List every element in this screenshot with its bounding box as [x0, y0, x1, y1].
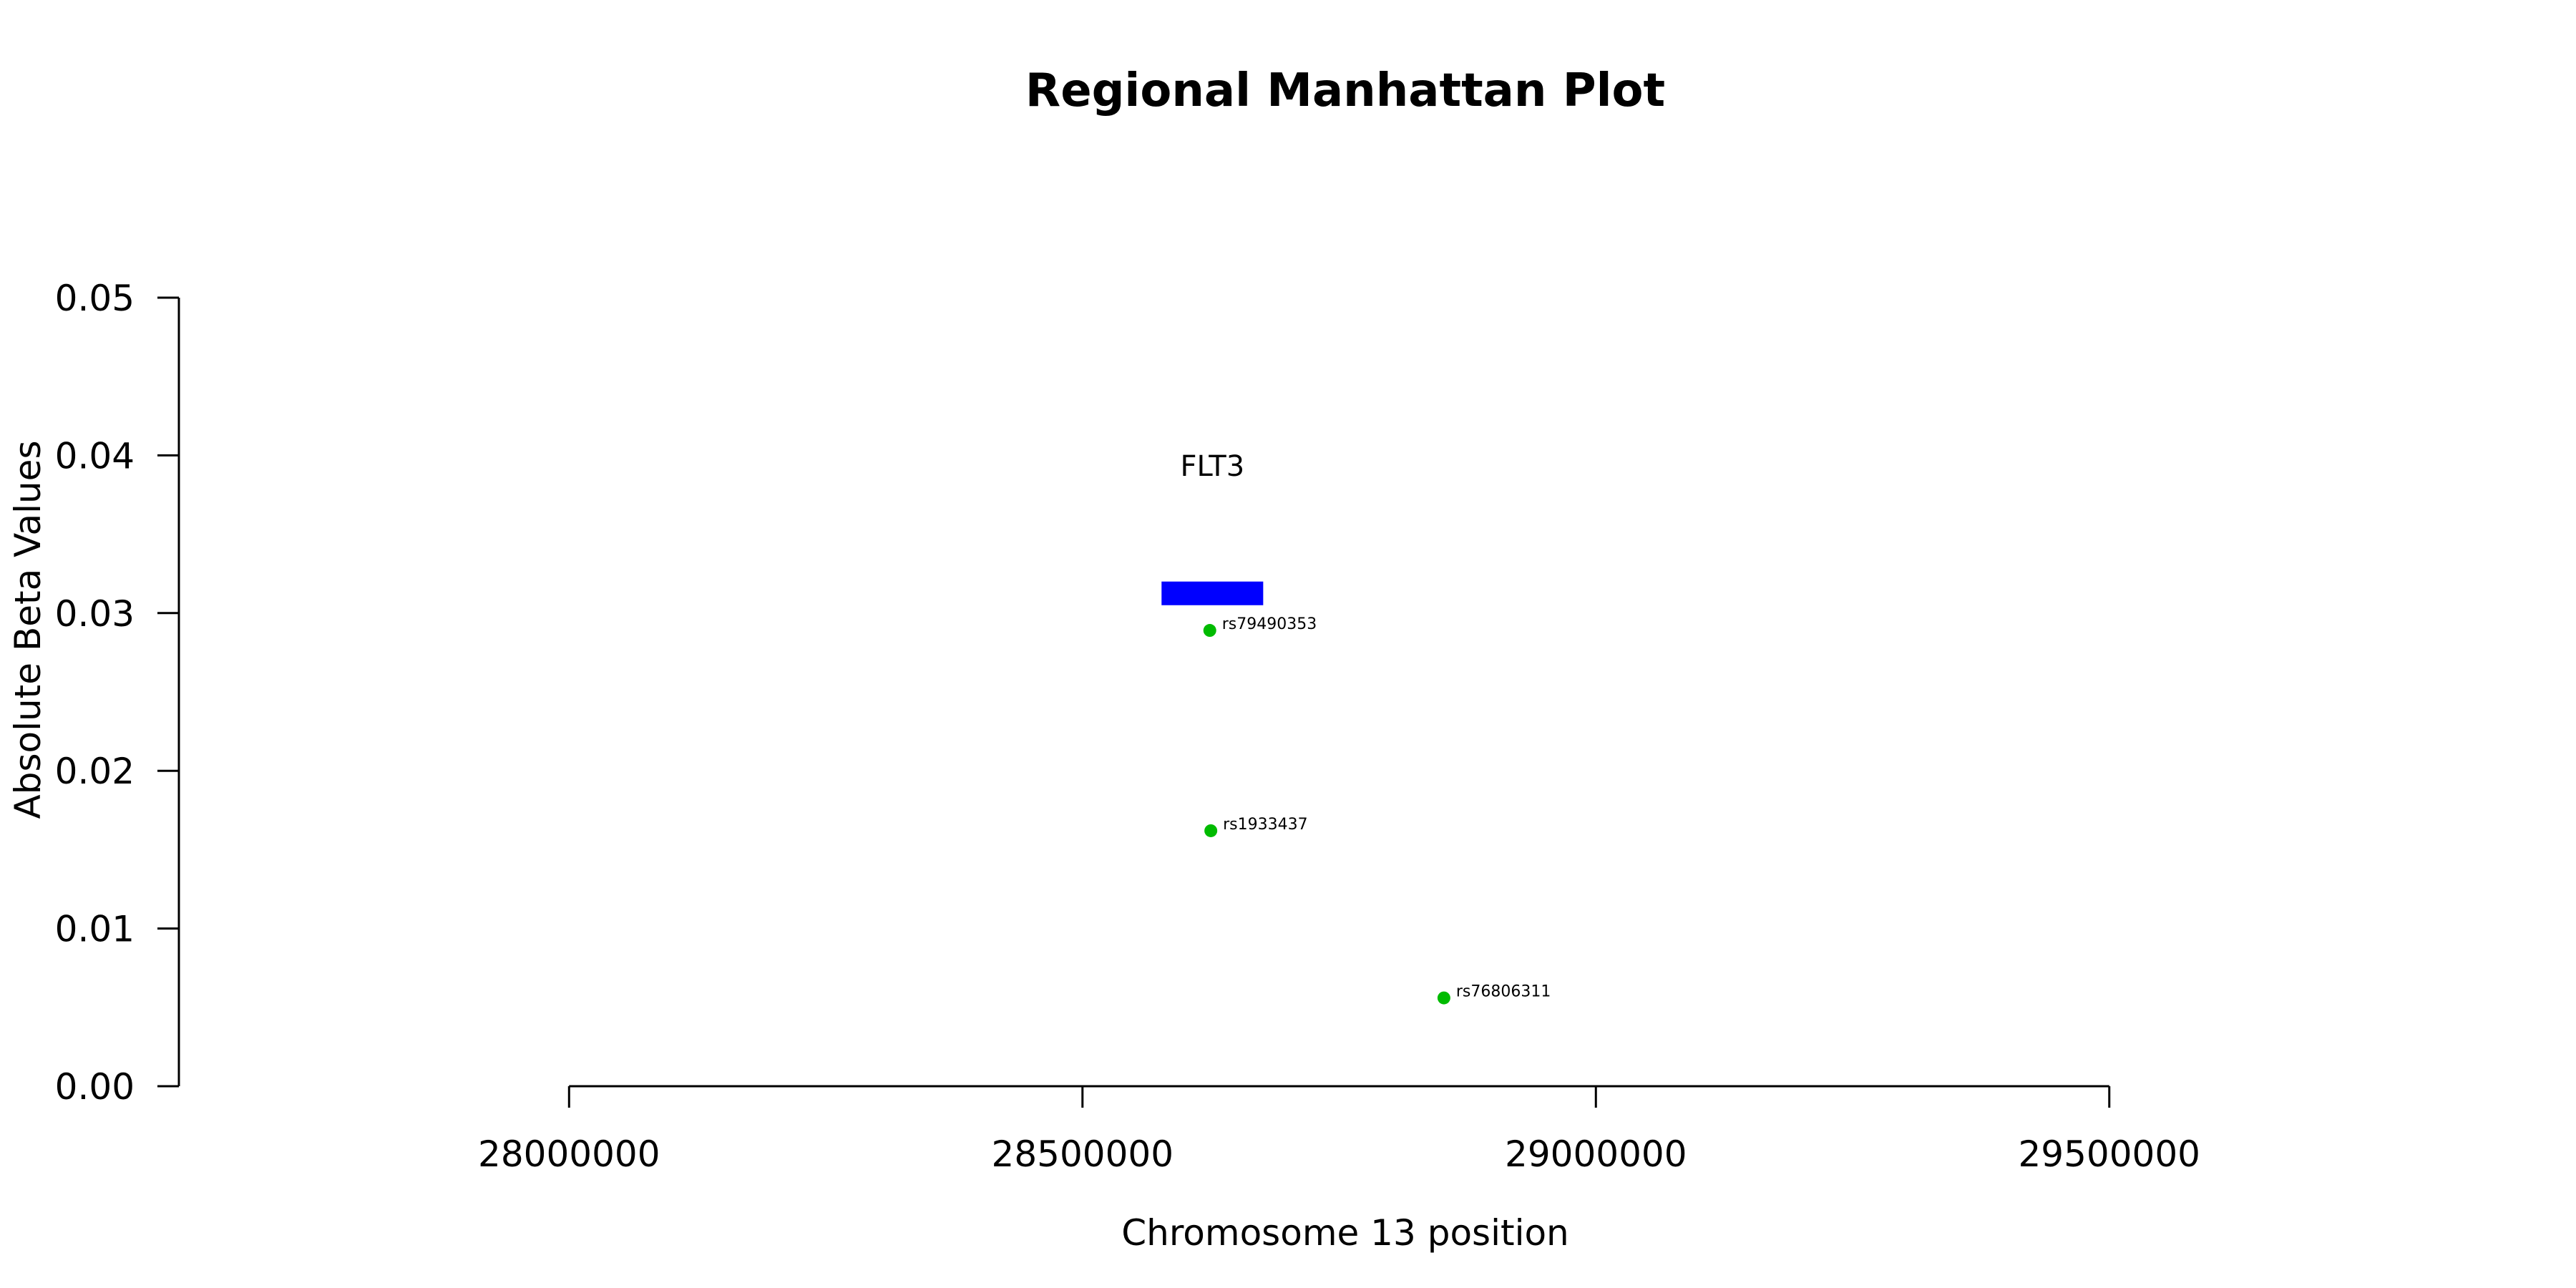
x-axis: 28000000 28500000 29000000 29500000 [478, 1085, 2201, 1175]
snp-label: rs1933437 [1223, 816, 1308, 834]
chart-title: Regional Manhattan Plot [1025, 64, 1665, 117]
x-tick-label: 28000000 [478, 1133, 660, 1175]
y-tick-label: 0.00 [55, 1066, 135, 1108]
gene-bar [1161, 581, 1264, 605]
y-axis-label: Absolute Beta Values [7, 441, 49, 819]
gene-label: FLT3 [1180, 450, 1244, 483]
x-tick-label: 29500000 [2019, 1133, 2201, 1175]
snp-point [1204, 824, 1218, 837]
y-tick-label: 0.03 [55, 593, 135, 635]
snp-point [1437, 991, 1450, 1005]
y-tick-label: 0.02 [55, 751, 135, 792]
x-tick-label: 29000000 [1505, 1133, 1687, 1175]
gene-track: FLT3 [1161, 450, 1264, 605]
snp-label: rs76806311 [1456, 983, 1551, 1001]
x-axis-label: Chromosome 13 position [1121, 1212, 1569, 1254]
snp-points: rs79490353 rs1933437 rs76806311 [1203, 615, 1551, 1005]
y-tick-label: 0.01 [55, 909, 135, 950]
snp-point [1203, 624, 1216, 638]
y-axis: 0.00 0.01 0.02 0.03 0.04 0.05 [55, 278, 180, 1108]
y-tick-label: 0.04 [55, 435, 135, 477]
snp-label: rs79490353 [1222, 615, 1317, 633]
x-tick-label: 28500000 [992, 1133, 1174, 1175]
y-tick-label: 0.05 [55, 278, 135, 319]
